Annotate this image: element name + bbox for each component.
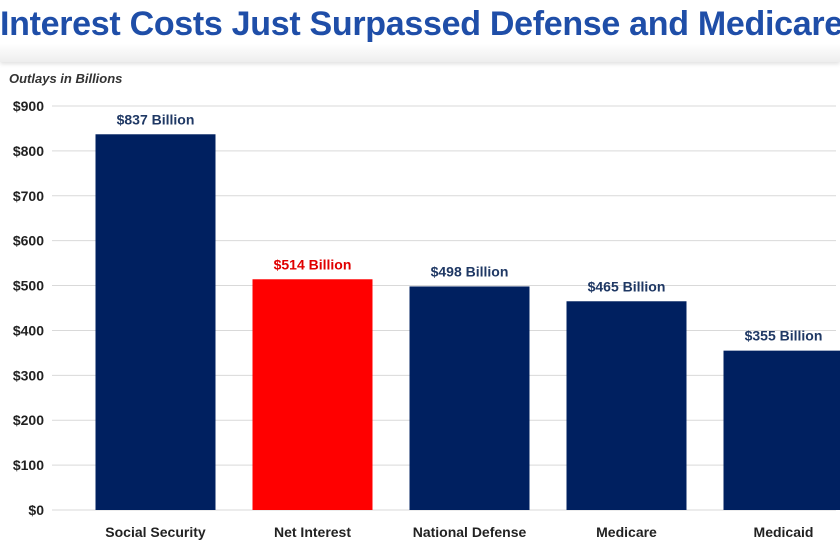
y-tick-label: $600 bbox=[13, 233, 44, 249]
x-category-label: Medicaid bbox=[754, 524, 814, 540]
bar-social-security bbox=[95, 134, 216, 510]
y-tick-label: $800 bbox=[13, 143, 44, 159]
bar-net-interest bbox=[252, 279, 373, 510]
data-label: $465 Billion bbox=[588, 278, 666, 294]
data-label: $355 Billion bbox=[745, 328, 823, 344]
y-tick-label: $900 bbox=[13, 98, 44, 114]
y-tick-label: $500 bbox=[13, 278, 44, 294]
y-tick-label: $100 bbox=[13, 457, 44, 473]
title-banner: Interest Costs Just Surpassed Defense an… bbox=[0, 0, 840, 62]
chart-title: Interest Costs Just Surpassed Defense an… bbox=[0, 5, 840, 43]
data-label: $498 Billion bbox=[431, 263, 509, 279]
y-tick-label: $700 bbox=[13, 188, 44, 204]
x-category-label: Medicare bbox=[596, 524, 657, 540]
data-labels: $837 Billion $514 Billion $498 Billion $465… bbox=[117, 111, 823, 343]
x-category-label: Social Security bbox=[105, 524, 206, 540]
y-tick-label: $400 bbox=[13, 322, 44, 338]
x-category-label: National Defense bbox=[413, 524, 527, 540]
y-tick-label: $200 bbox=[13, 412, 44, 428]
bar-national-defense bbox=[409, 286, 530, 510]
bars bbox=[95, 134, 840, 510]
y-axis-ticks: $0 $100 $200 $300 $400 $500 $600 $700 $800 $900 bbox=[13, 98, 44, 518]
data-label: $514 Billion bbox=[274, 256, 352, 272]
bar-medicare bbox=[566, 301, 687, 510]
y-tick-label: $300 bbox=[13, 367, 44, 383]
y-axis-label: Outlays in Billions bbox=[9, 71, 123, 86]
bar-medicaid bbox=[723, 350, 840, 510]
x-axis-categories: Social Security Net Interest National Defe… bbox=[105, 524, 813, 540]
data-label: $837 Billion bbox=[117, 111, 195, 127]
x-category-label: Net Interest bbox=[274, 524, 351, 540]
y-tick-label: $0 bbox=[28, 502, 44, 518]
